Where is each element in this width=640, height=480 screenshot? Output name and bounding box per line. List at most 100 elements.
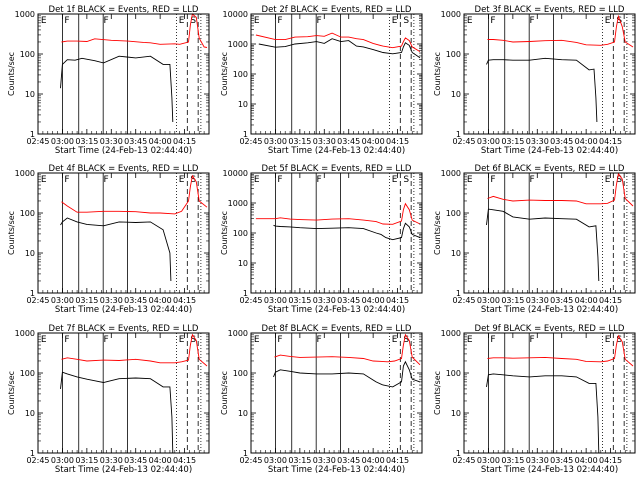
segment-marker-label: S bbox=[403, 335, 409, 345]
y-tick-label: 1 bbox=[243, 130, 248, 139]
x-tick-label: 04:00 bbox=[149, 137, 172, 146]
segment-marker-label: S bbox=[190, 175, 196, 185]
y-axis-label: Counts/sec bbox=[220, 52, 229, 96]
x-tick-label: 03:15 bbox=[501, 137, 524, 146]
x-axis-label: Start Time (24-Feb-13 02:44:40) bbox=[481, 146, 618, 156]
panel-title: Det 2f BLACK = Events, RED = LLD bbox=[262, 5, 412, 15]
y-tick-label: 10 bbox=[238, 100, 248, 109]
x-axis-label: Start Time (24-Feb-13 02:44:40) bbox=[481, 465, 618, 475]
x-tick-label: 03:30 bbox=[313, 456, 336, 465]
plot-frame bbox=[250, 332, 423, 454]
y-axis-label: Counts/sec bbox=[7, 52, 16, 96]
y-tick-label: 100 bbox=[233, 369, 248, 378]
y-tick-label: 1 bbox=[30, 289, 35, 298]
x-tick-label: 03:00 bbox=[264, 296, 287, 305]
x-tick-label: 03:15 bbox=[288, 456, 311, 465]
x-axis-label: Start Time (24-Feb-13 02:44:40) bbox=[55, 465, 192, 475]
segment-marker-label: E bbox=[254, 335, 260, 345]
y-tick-label: 10 bbox=[451, 409, 461, 418]
x-tick-label: 04:00 bbox=[362, 456, 385, 465]
panel-title: Det 8f BLACK = Events, RED = LLD bbox=[262, 324, 412, 334]
segment-marker-label: E bbox=[467, 16, 473, 26]
series-line-lld bbox=[487, 334, 634, 367]
segment-marker-label: F bbox=[316, 335, 321, 345]
x-tick-label: 04:15 bbox=[599, 456, 622, 465]
x-tick-label: 04:00 bbox=[149, 456, 172, 465]
y-tick-label: 100 bbox=[233, 229, 248, 238]
series-line-lld bbox=[487, 172, 634, 207]
x-tick-label: 04:15 bbox=[173, 296, 196, 305]
x-axis-label: Start Time (24-Feb-13 02:44:40) bbox=[481, 305, 618, 315]
segment-marker-label: F bbox=[64, 16, 69, 26]
y-tick-label: 1000 bbox=[228, 199, 248, 208]
segment-marker-label: E bbox=[467, 335, 473, 345]
series-line-lld bbox=[61, 333, 208, 367]
segment-marker-label: E bbox=[605, 335, 611, 345]
segment-marker-label: E bbox=[179, 16, 185, 26]
y-tick-label: 1000 bbox=[15, 169, 35, 178]
x-tick-label: 03:30 bbox=[526, 456, 549, 465]
series-line-lld bbox=[487, 14, 634, 48]
segment-marker-label: F bbox=[529, 335, 534, 345]
x-tick-label: 03:45 bbox=[124, 296, 147, 305]
x-tick-label: 02:45 bbox=[452, 137, 475, 146]
segment-marker-label: E bbox=[179, 335, 185, 345]
x-tick-label: 03:00 bbox=[477, 137, 500, 146]
segment-marker-label: E bbox=[467, 175, 473, 185]
x-axis-label: Start Time (24-Feb-13 02:44:40) bbox=[268, 465, 405, 475]
segment-marker-label: F bbox=[277, 16, 282, 26]
segment-marker-label: E bbox=[41, 16, 47, 26]
segment-marker-label: F bbox=[490, 16, 495, 26]
segment-marker-label: E bbox=[254, 16, 260, 26]
panel-title: Det 5f BLACK = Events, RED = LLD bbox=[262, 164, 412, 174]
x-tick-label: 04:00 bbox=[362, 296, 385, 305]
segment-marker-label: F bbox=[103, 335, 108, 345]
plot-frame bbox=[250, 13, 423, 135]
x-tick-label: 03:30 bbox=[526, 137, 549, 146]
series-line-lld bbox=[255, 32, 421, 52]
series-line-events bbox=[60, 371, 174, 454]
y-axis-label: Counts/sec bbox=[7, 371, 16, 415]
x-tick-label: 02:45 bbox=[239, 296, 262, 305]
series-line-events bbox=[486, 208, 600, 282]
x-tick-label: 03:00 bbox=[51, 456, 74, 465]
y-axis-label: Counts/sec bbox=[7, 211, 16, 255]
x-tick-label: 04:15 bbox=[386, 456, 409, 465]
x-tick-label: 02:45 bbox=[239, 456, 262, 465]
y-tick-label: 1000 bbox=[441, 329, 461, 338]
x-tick-label: 03:15 bbox=[288, 137, 311, 146]
x-tick-label: 03:45 bbox=[550, 456, 573, 465]
y-tick-label: 10000 bbox=[223, 10, 248, 19]
segment-marker-label: S bbox=[190, 16, 196, 26]
y-tick-label: 1 bbox=[243, 289, 248, 298]
segment-marker-label: F bbox=[529, 175, 534, 185]
plot-frame bbox=[250, 172, 423, 294]
x-tick-label: 04:00 bbox=[575, 456, 598, 465]
plot-frame bbox=[37, 172, 210, 294]
plot-frame bbox=[463, 13, 636, 135]
y-tick-label: 10 bbox=[25, 90, 35, 99]
segment-marker-label: F bbox=[316, 16, 321, 26]
panel-title: Det 3f BLACK = Events, RED = LLD bbox=[475, 5, 625, 15]
x-tick-label: 03:00 bbox=[477, 296, 500, 305]
segment-marker-label: E bbox=[605, 16, 611, 26]
x-tick-label: 02:45 bbox=[26, 296, 49, 305]
panel-title: Det 1f BLACK = Events, RED = LLD bbox=[49, 5, 199, 15]
x-tick-label: 03:45 bbox=[337, 456, 360, 465]
panel-title: Det 9f BLACK = Events, RED = LLD bbox=[475, 324, 625, 334]
panel-title: Det 6f BLACK = Events, RED = LLD bbox=[475, 164, 625, 174]
x-tick-label: 04:00 bbox=[362, 137, 385, 146]
segment-marker-label: F bbox=[490, 175, 495, 185]
segment-marker-label: F bbox=[277, 335, 282, 345]
panel-title: Det 7f BLACK = Events, RED = LLD bbox=[49, 324, 199, 334]
series-line-lld bbox=[255, 202, 421, 225]
series-line-events bbox=[258, 38, 421, 59]
x-tick-label: 03:00 bbox=[264, 137, 287, 146]
x-tick-label: 04:00 bbox=[575, 296, 598, 305]
x-tick-label: 03:45 bbox=[337, 296, 360, 305]
segment-marker-label: E bbox=[392, 335, 398, 345]
